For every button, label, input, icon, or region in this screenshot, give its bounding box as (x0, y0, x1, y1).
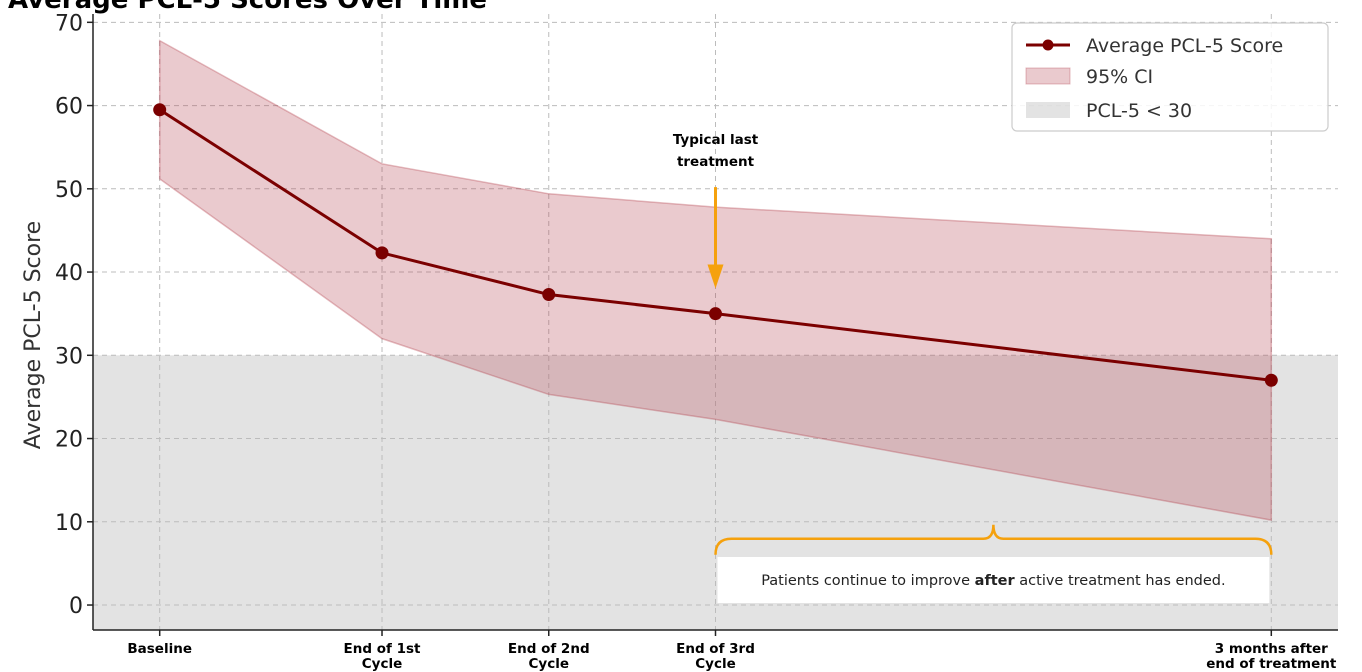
y-tick-label: 0 (69, 594, 83, 619)
x-tick-label: Baseline (127, 641, 192, 657)
y-tick-label: 60 (55, 95, 83, 120)
annotation-layer: Typical last treatment Patients continue t… (673, 132, 1273, 603)
x-tick-label: End of 2nd Cycle (508, 641, 590, 672)
y-tick-label: 30 (55, 344, 83, 369)
legend-label: PCL-5 < 30 (1086, 100, 1192, 122)
axes-layer: 0 10 20 30 40 50 60 70 Baseline End of 1st Cycle En… (55, 11, 1338, 672)
annotation-typical-last-treatment: Typical last treatment (673, 132, 759, 170)
legend-swatch-marker (1042, 39, 1054, 51)
data-point (375, 246, 389, 260)
y-tick-label: 50 (55, 178, 83, 203)
grid-layer (93, 14, 1338, 630)
data-point (709, 307, 722, 321)
data-point (1264, 373, 1278, 387)
annotation-arrow-head (707, 264, 724, 289)
chart-title: Average PCL-5 Scores Over Time (8, 0, 487, 15)
y-tick-label: 40 (55, 261, 83, 286)
y-axis-label: Average PCL-5 Score (21, 221, 46, 449)
series-line-layer (153, 103, 1278, 387)
x-tick-label: 3 months after end of treatment (1206, 641, 1337, 672)
y-tick-label: 10 (55, 511, 83, 536)
legend-swatch-ci (1025, 67, 1071, 85)
note-box (717, 557, 1270, 603)
data-point (153, 103, 167, 117)
improvement-brace (714, 524, 1273, 555)
note-text: Patients continue to improve after activ… (761, 573, 1225, 589)
legend-label: Average PCL-5 Score (1086, 35, 1283, 57)
legend-swatch-threshold (1026, 102, 1070, 118)
x-tick-label: End of 1st Cycle (344, 641, 421, 672)
y-tick-label: 70 (55, 11, 83, 36)
y-tick-label: 20 (55, 428, 83, 453)
legend-box (1011, 22, 1329, 132)
data-point (542, 288, 556, 302)
x-tick-label: End of 3rd Cycle (676, 641, 755, 672)
legend-label: 95% CI (1086, 66, 1153, 88)
legend: Average PCL-5 Score 95% CI PCL-5 < 30 (1011, 22, 1329, 132)
